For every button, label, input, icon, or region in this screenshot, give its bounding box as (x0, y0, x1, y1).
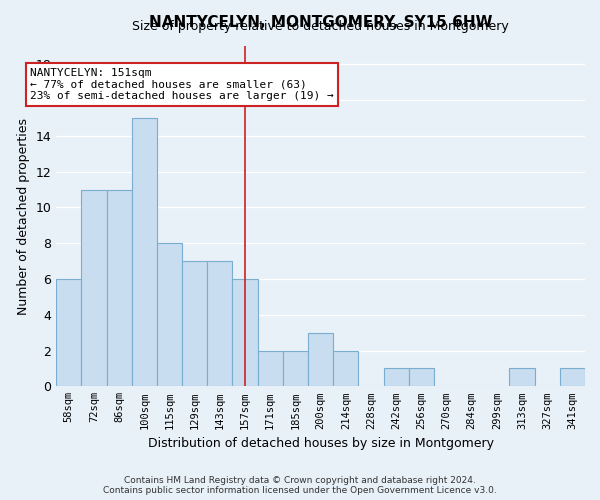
Text: Contains HM Land Registry data © Crown copyright and database right 2024.
Contai: Contains HM Land Registry data © Crown c… (103, 476, 497, 495)
Bar (283, 350, 308, 386)
Bar (308, 332, 333, 386)
Bar (383, 368, 409, 386)
Bar (157, 243, 182, 386)
Y-axis label: Number of detached properties: Number of detached properties (17, 118, 30, 315)
Text: NANTYCELYN: 151sqm
← 77% of detached houses are smaller (63)
23% of semi-detache: NANTYCELYN: 151sqm ← 77% of detached hou… (30, 68, 334, 101)
Bar (509, 368, 535, 386)
Text: Size of property relative to detached houses in Montgomery: Size of property relative to detached ho… (132, 20, 509, 33)
Bar (409, 368, 434, 386)
Title: NANTYCELYN, MONTGOMERY, SY15 6HW: NANTYCELYN, MONTGOMERY, SY15 6HW (149, 15, 493, 30)
Bar (56, 279, 82, 386)
Bar (257, 350, 283, 386)
Bar (82, 190, 107, 386)
X-axis label: Distribution of detached houses by size in Montgomery: Distribution of detached houses by size … (148, 437, 494, 450)
Bar (207, 261, 232, 386)
Bar (560, 368, 585, 386)
Bar (107, 190, 132, 386)
Bar (232, 279, 257, 386)
Bar (333, 350, 358, 386)
Bar (132, 118, 157, 386)
Bar (182, 261, 207, 386)
